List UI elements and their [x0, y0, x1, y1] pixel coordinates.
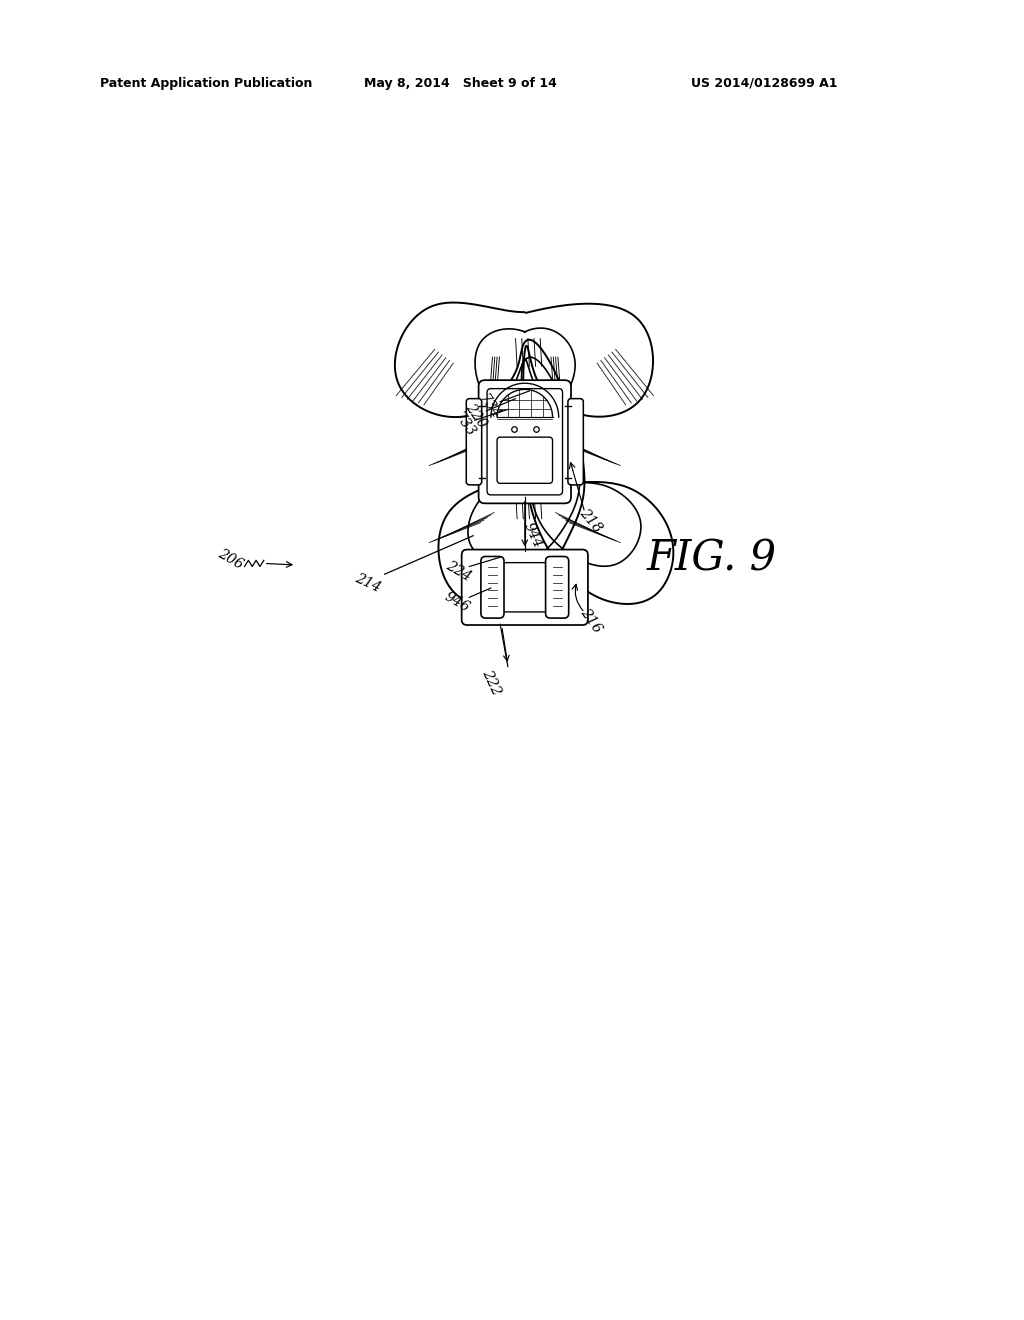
- Text: 946: 946: [442, 589, 472, 615]
- Text: 220: 220: [462, 401, 488, 430]
- Text: 734: 734: [476, 392, 503, 421]
- Text: 214: 214: [352, 572, 383, 595]
- FancyBboxPatch shape: [481, 557, 504, 618]
- Text: US 2014/0128699 A1: US 2014/0128699 A1: [691, 77, 838, 90]
- Text: Patent Application Publication: Patent Application Publication: [100, 77, 312, 90]
- Text: 224: 224: [443, 558, 474, 583]
- Text: 733: 733: [451, 411, 477, 440]
- FancyBboxPatch shape: [568, 399, 584, 484]
- FancyBboxPatch shape: [497, 437, 553, 483]
- Text: FIG. 9: FIG. 9: [646, 537, 776, 579]
- Text: May 8, 2014   Sheet 9 of 14: May 8, 2014 Sheet 9 of 14: [364, 77, 556, 90]
- FancyBboxPatch shape: [478, 380, 571, 503]
- Text: 222: 222: [479, 667, 503, 697]
- Text: 216: 216: [578, 606, 604, 635]
- FancyBboxPatch shape: [487, 388, 562, 495]
- FancyBboxPatch shape: [466, 399, 481, 484]
- Text: 218: 218: [578, 506, 605, 535]
- FancyBboxPatch shape: [503, 562, 547, 612]
- Text: 944: 944: [520, 520, 545, 550]
- Text: 206: 206: [216, 546, 246, 572]
- FancyBboxPatch shape: [462, 549, 588, 626]
- FancyBboxPatch shape: [546, 557, 568, 618]
